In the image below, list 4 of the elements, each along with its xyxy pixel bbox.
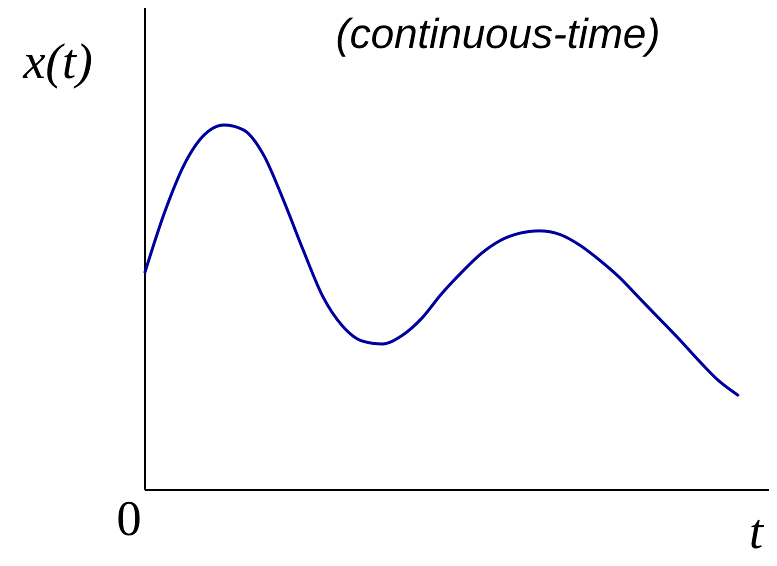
text: 0 xyxy=(116,490,142,546)
chart-title: (continuous-time) xyxy=(336,10,660,57)
y-axis-title: x(t) xyxy=(22,33,93,89)
x-axis-title: t xyxy=(749,503,764,559)
